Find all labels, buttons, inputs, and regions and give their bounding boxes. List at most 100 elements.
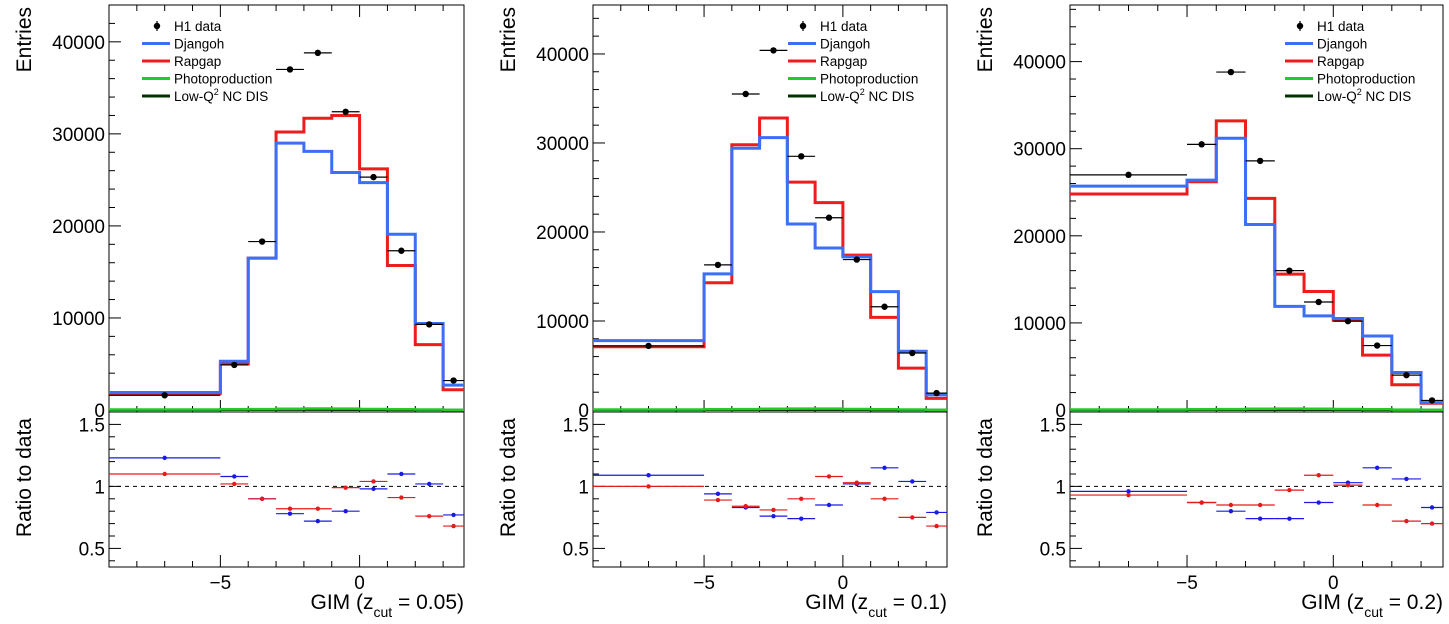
ratio-rapgap-point xyxy=(934,524,938,528)
legend-label: Djangoh xyxy=(1317,37,1367,52)
ratio-rapgap-point xyxy=(1316,473,1320,477)
ratio-rapgap-point xyxy=(232,482,236,486)
y-tick-label: 20000 xyxy=(52,217,105,238)
top-plot-frame xyxy=(593,5,947,412)
x-axis-title: GIM (zcut = 0.2) xyxy=(1301,591,1443,620)
legend-label-text: Rapgap xyxy=(1317,54,1364,69)
data-point xyxy=(1429,397,1435,403)
x-axis-title-subscript: cut xyxy=(1364,604,1383,620)
y-axis-title: Entries xyxy=(497,7,520,72)
histogram-rapgap xyxy=(1070,121,1443,403)
x-axis-title: GIM (zcut = 0.05) xyxy=(311,591,465,620)
legend: H1 dataDjangohRapgapPhotoproductionLow-Q… xyxy=(1285,19,1415,104)
histogram-djangoh xyxy=(593,138,947,395)
ratio-rapgap-point xyxy=(162,472,166,476)
legend-label-tail: NC DIS xyxy=(1362,89,1412,104)
panel-3: 0100002000030000400000.511.5−5 0EntriesRa… xyxy=(974,5,1443,620)
ratio-djangoh-point xyxy=(316,519,320,523)
histogram-rapgap xyxy=(593,118,947,398)
legend-label-text: Photoproduction xyxy=(820,72,918,87)
y-tick-label: 10000 xyxy=(1013,314,1066,335)
ratio-rapgap-point xyxy=(451,524,455,528)
data-point xyxy=(287,66,293,72)
legend-label: Photoproduction xyxy=(174,72,272,87)
y-tick-label: 10000 xyxy=(536,312,589,333)
ratio-djangoh-point xyxy=(427,482,431,486)
legend-label: Photoproduction xyxy=(820,72,918,87)
figure: 0100002000030000400000.511.5−5 0EntriesRa… xyxy=(0,0,1449,624)
ratio-djangoh-point xyxy=(1375,466,1379,470)
ratio-y-tick-label: 0.5 xyxy=(563,539,589,560)
data-point xyxy=(798,153,804,159)
ratio-djangoh-point xyxy=(1404,477,1408,481)
legend-marker-h1-data xyxy=(800,23,806,29)
data-point xyxy=(231,362,237,368)
ratio-plot-frame xyxy=(593,412,947,567)
legend-label: Low-Q2 NC DIS xyxy=(820,87,914,104)
legend-label-text: Djangoh xyxy=(820,37,870,52)
ratio-djangoh-point xyxy=(882,466,886,470)
ratio-y-tick-label: 1.5 xyxy=(1040,415,1066,436)
data-point xyxy=(370,174,376,180)
y-tick-label: 30000 xyxy=(52,125,105,146)
ratio-rapgap-point xyxy=(1229,503,1233,507)
ratio-djangoh-point xyxy=(1258,516,1262,520)
data-point xyxy=(342,109,348,115)
panel-1: 0 10000 20000 30000 40000 0.5 1 1.5 −5 0 Entries Ra… xyxy=(13,5,464,620)
data-point xyxy=(715,262,721,268)
x-tick-label: −5 xyxy=(1176,573,1198,594)
ratio-djangoh-point xyxy=(934,510,938,514)
legend-label: Djangoh xyxy=(174,37,224,52)
ratio-rapgap-point xyxy=(716,498,720,502)
ratio-rapgap-point xyxy=(427,514,431,518)
legend-label: Djangoh xyxy=(820,37,870,52)
data-point xyxy=(645,343,651,349)
legend-label: H1 data xyxy=(1317,19,1365,34)
y-tick-label: 40000 xyxy=(536,45,589,66)
data-point xyxy=(826,215,832,221)
histogram-photoproduction xyxy=(109,409,464,410)
y-tick-label: 20000 xyxy=(536,223,589,244)
panel-2: 0100002000030000400000.511.5−5 0EntriesRa… xyxy=(497,5,947,620)
ratio-rapgap-point xyxy=(1287,488,1291,492)
data-point xyxy=(1228,69,1234,75)
ratio-rapgap-point xyxy=(371,479,375,483)
data-point xyxy=(161,392,167,398)
x-axis-title-tail: = 0.1) xyxy=(887,591,947,614)
ratio-axis-title: Ratio to data xyxy=(497,418,520,537)
ratio-rapgap-point xyxy=(744,504,748,508)
ratio-rapgap-point xyxy=(771,508,775,512)
data-point xyxy=(933,390,939,396)
x-tick-label: −5 xyxy=(210,573,232,594)
data-point xyxy=(743,91,749,97)
legend-label-tail: NC DIS xyxy=(865,89,915,104)
legend-label-tail: NC DIS xyxy=(219,89,269,104)
data-point xyxy=(450,377,456,383)
ratio-y-tick-label: 1 xyxy=(94,477,105,498)
y-tick-label: 30000 xyxy=(1013,140,1066,161)
ratio-rapgap-point xyxy=(260,497,264,501)
ratio-rapgap-point xyxy=(1258,503,1262,507)
legend-label-text: Low-Q xyxy=(820,89,860,104)
ratio-djangoh-point xyxy=(162,456,166,460)
data-point xyxy=(1374,342,1380,348)
ratio-rapgap-point xyxy=(399,495,403,499)
legend-label-text: Photoproduction xyxy=(174,72,272,87)
legend-label-text: Low-Q xyxy=(174,89,214,104)
ratio-y-tick-label: 1.5 xyxy=(563,415,589,436)
ratio-axis-title: Ratio to data xyxy=(974,418,997,537)
y-tick-label: 40000 xyxy=(52,33,105,54)
y-tick-label: 20000 xyxy=(1013,227,1066,248)
ratio-djangoh-point xyxy=(771,514,775,518)
ratio-djangoh-point xyxy=(371,487,375,491)
y-axis-title: Entries xyxy=(13,7,36,72)
legend-label-text: H1 data xyxy=(174,19,222,34)
data-point xyxy=(1403,372,1409,378)
x-tick-label: −5 xyxy=(693,573,715,594)
data-point xyxy=(1345,318,1351,324)
data-point xyxy=(881,304,887,310)
x-axis-title-tail: = 0.2) xyxy=(1383,591,1443,614)
ratio-y-tick-label: 1 xyxy=(578,477,589,498)
top-plot-frame xyxy=(1070,5,1443,412)
data-point xyxy=(259,238,265,244)
